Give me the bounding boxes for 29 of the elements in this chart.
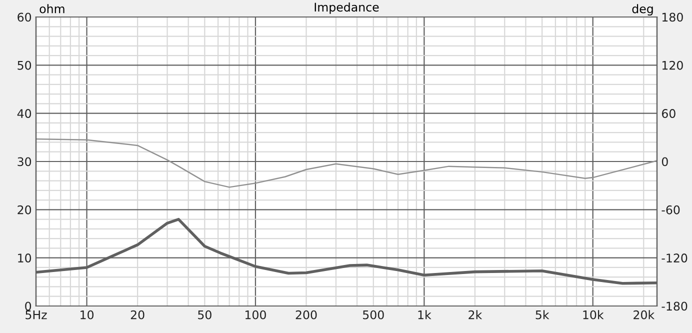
y-tick-label: 10 bbox=[18, 254, 32, 262]
y-tick-label: 50 bbox=[18, 60, 32, 70]
y2-tick-label: -180 bbox=[662, 302, 688, 311]
x-tick-label: 200 bbox=[296, 310, 317, 320]
y2-tick-label: 60 bbox=[662, 109, 676, 118]
y-tick-label: 20 bbox=[18, 205, 32, 214]
y2-tick-label: -120 bbox=[662, 254, 688, 262]
x-tick-label: 20 bbox=[130, 310, 144, 320]
x-tick-label: 2k bbox=[468, 310, 482, 320]
x-tick-label: 10 bbox=[80, 310, 94, 320]
x-tick-label: 5Hz bbox=[26, 310, 47, 320]
y-tick-label: 30 bbox=[18, 157, 32, 166]
x-tick-label: 500 bbox=[363, 310, 384, 320]
y2-tick-label: 180 bbox=[662, 12, 683, 22]
y2-tick-label: -60 bbox=[662, 205, 680, 214]
y-tick-label: 0 bbox=[25, 302, 32, 311]
y-tick-label: 60 bbox=[18, 12, 32, 22]
chart-title: Impedance bbox=[314, 2, 379, 14]
x-tick-label: 50 bbox=[198, 310, 212, 320]
y2-tick-label: 120 bbox=[662, 60, 683, 70]
y-tick-label: 40 bbox=[17, 109, 32, 118]
x-tick-label: 1k bbox=[418, 310, 432, 320]
x-tick-label: 20k bbox=[634, 310, 655, 320]
y2-axis-title: deg bbox=[632, 4, 653, 16]
y2-tick-label: 0 bbox=[662, 157, 668, 166]
x-tick-label: 100 bbox=[246, 310, 266, 320]
y-axis-title: ohm bbox=[40, 4, 64, 14]
x-tick-label: 10k bbox=[583, 310, 604, 320]
x-tick-label: 5k bbox=[536, 310, 550, 320]
